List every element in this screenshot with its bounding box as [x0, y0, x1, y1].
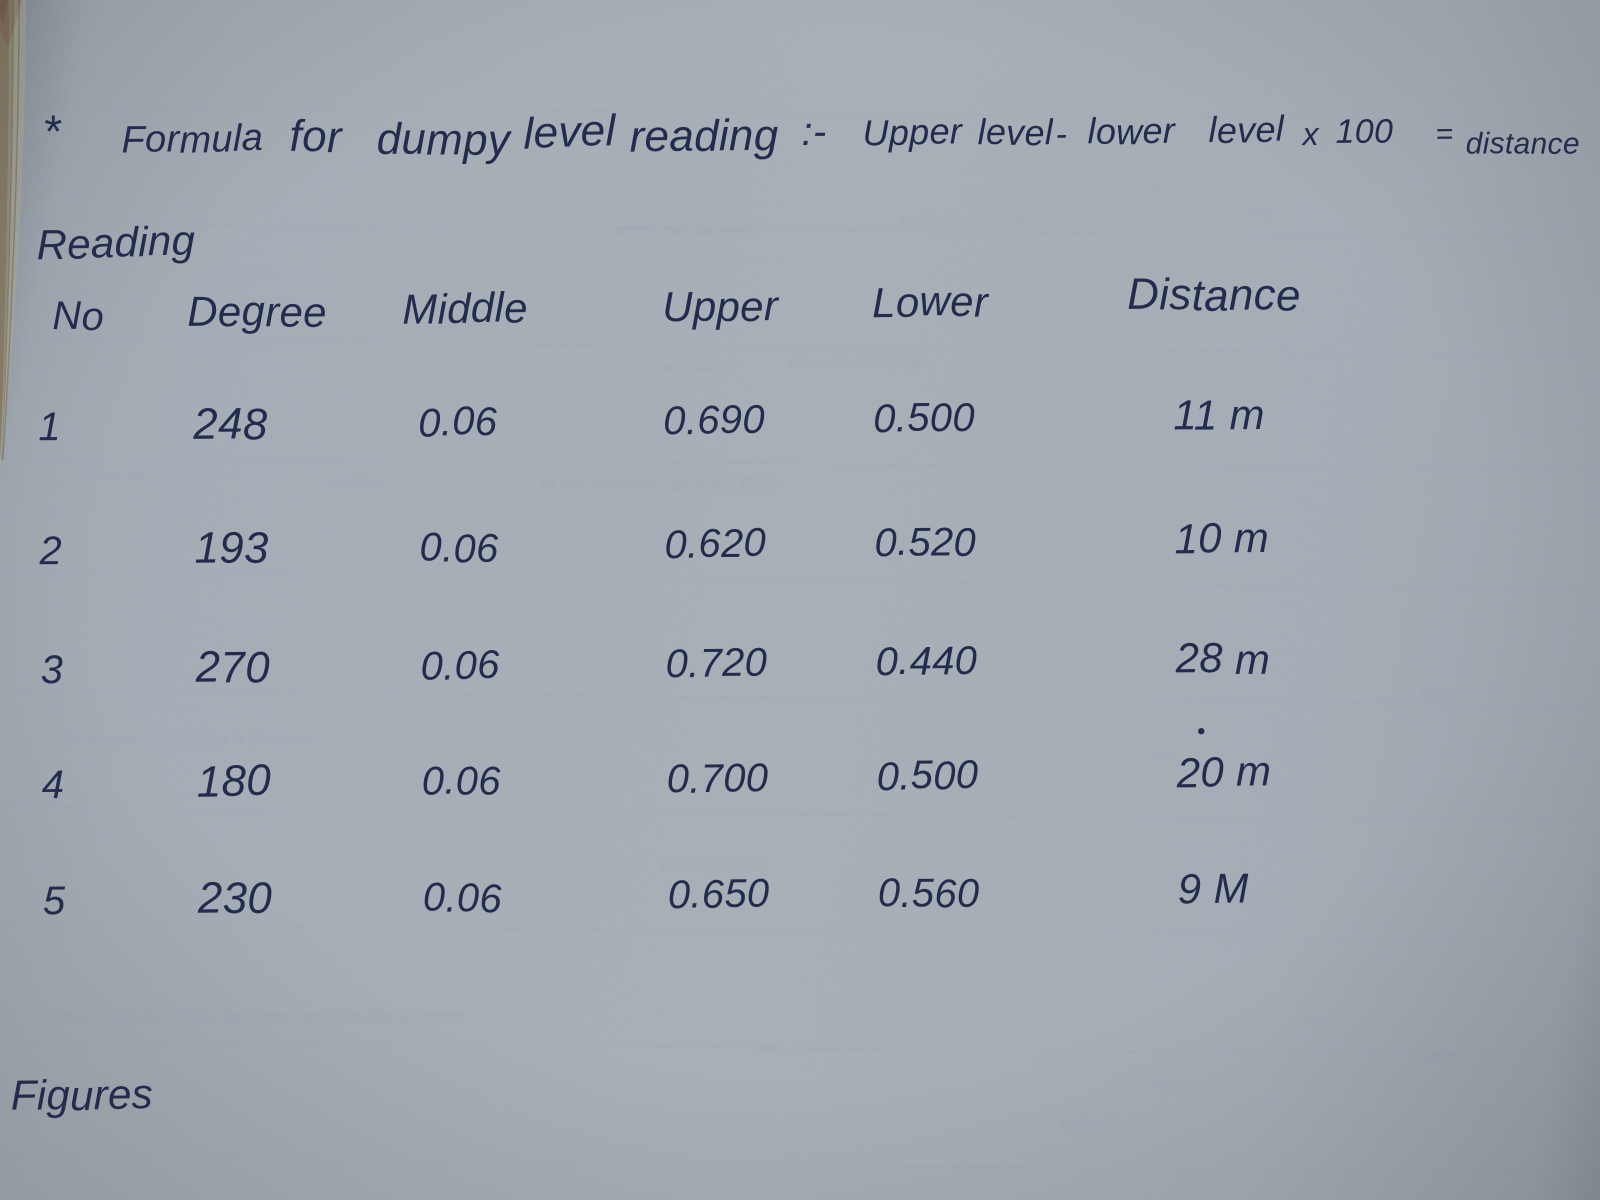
svg-text:Reading: Reading	[36, 217, 195, 269]
svg-text:180: 180	[196, 756, 271, 807]
svg-text:0.06: 0.06	[423, 875, 503, 922]
svg-text:10 m: 10 m	[1174, 513, 1269, 563]
svg-text:0.520: 0.520	[874, 519, 976, 566]
svg-text:lower: lower	[1087, 109, 1177, 152]
svg-text:0.690: 0.690	[663, 398, 765, 444]
svg-text:level: level	[977, 110, 1054, 153]
svg-text:Formula: Formula	[121, 117, 263, 162]
svg-text:193: 193	[194, 523, 269, 573]
svg-text:0.620: 0.620	[664, 521, 766, 568]
svg-text:270: 270	[194, 642, 270, 693]
svg-text:x: x	[1300, 116, 1319, 152]
svg-text:5: 5	[43, 879, 66, 923]
svg-text:0.06: 0.06	[418, 399, 498, 446]
svg-text:248: 248	[192, 399, 268, 450]
svg-text:2: 2	[38, 529, 62, 573]
svg-text:Upper: Upper	[862, 110, 964, 153]
svg-text:=: =	[1435, 118, 1453, 151]
svg-text:4: 4	[42, 763, 65, 807]
svg-text:Distance: Distance	[1127, 268, 1301, 322]
svg-text:*: *	[42, 105, 62, 157]
svg-text:11 m: 11 m	[1173, 390, 1265, 439]
svg-text:-: -	[1055, 115, 1067, 153]
svg-text:0.06: 0.06	[422, 758, 502, 804]
svg-text:28 m: 28 m	[1174, 633, 1270, 683]
svg-text:1: 1	[38, 405, 61, 449]
svg-text:Degree: Degree	[187, 286, 327, 337]
svg-text:level: level	[1208, 108, 1285, 152]
svg-text:0.560: 0.560	[878, 870, 980, 917]
svg-text:0.500: 0.500	[873, 395, 975, 441]
svg-text:0.06: 0.06	[420, 643, 500, 689]
svg-text:reading: reading	[629, 111, 779, 162]
svg-text:No: No	[52, 294, 104, 340]
svg-text:0.500: 0.500	[876, 753, 978, 800]
svg-text:dumpy: dumpy	[376, 114, 513, 166]
svg-text:Lower: Lower	[872, 277, 990, 327]
svg-text:0.440: 0.440	[875, 638, 977, 684]
svg-text:3: 3	[40, 648, 63, 692]
svg-text:0.06: 0.06	[419, 525, 499, 572]
svg-text:20 m: 20 m	[1175, 747, 1271, 797]
svg-text::-: :-	[801, 110, 826, 154]
svg-text:Middle: Middle	[402, 283, 528, 333]
svg-text:distance: distance	[1465, 126, 1580, 161]
svg-text:9 M: 9 M	[1178, 864, 1249, 913]
svg-text:for: for	[289, 111, 344, 162]
svg-text:0.700: 0.700	[667, 756, 769, 802]
svg-text:0.650: 0.650	[668, 872, 770, 918]
svg-text:Figures: Figures	[10, 1070, 153, 1120]
svg-text:level: level	[523, 106, 616, 158]
svg-text:Upper: Upper	[662, 282, 780, 331]
svg-text:0.720: 0.720	[665, 640, 767, 686]
svg-text:100: 100	[1335, 112, 1393, 151]
svg-text:230: 230	[197, 873, 273, 923]
